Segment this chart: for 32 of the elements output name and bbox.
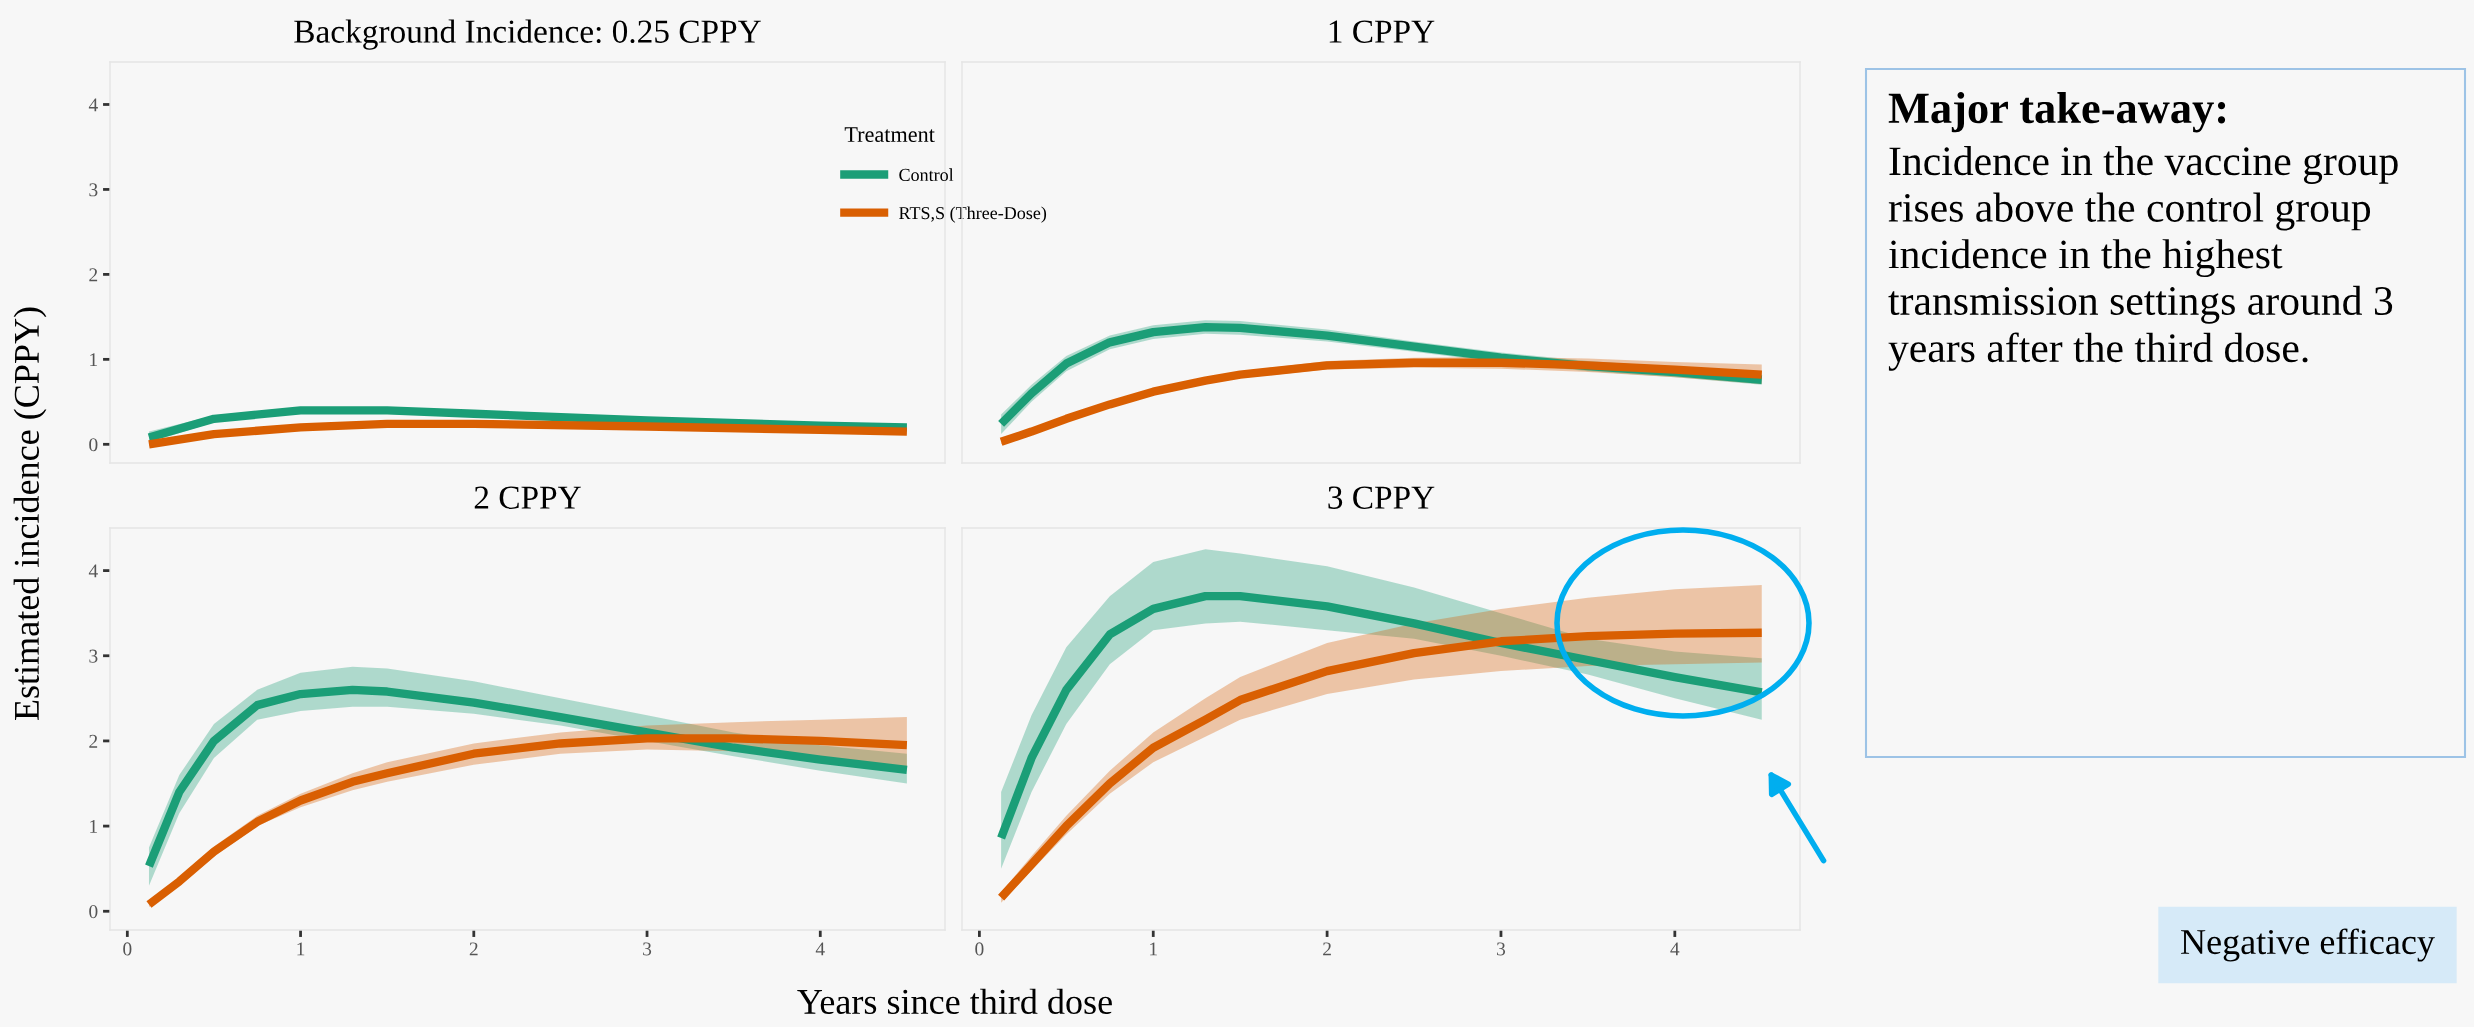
x-tick-label: 2 bbox=[1323, 942, 1331, 956]
x-tick-label: 2 bbox=[469, 942, 478, 956]
y-tick-label: 2 bbox=[89, 268, 98, 282]
x-axis-title: Years since third dose bbox=[797, 988, 1112, 1015]
legend-label: Control bbox=[899, 168, 954, 182]
y-tick-label: 3 bbox=[89, 183, 98, 197]
legend-title: Treatment bbox=[844, 127, 935, 143]
x-tick-label: 3 bbox=[1497, 942, 1506, 956]
y-tick-label: 0 bbox=[89, 438, 98, 452]
y-tick-label: 1 bbox=[90, 820, 98, 833]
y-tick-label: 2 bbox=[89, 734, 98, 748]
legend-label: RTS,S (Three-Dose) bbox=[899, 206, 1047, 223]
text: Major take-away: bbox=[1888, 92, 2226, 133]
text: Negative efficacy bbox=[2181, 928, 2435, 962]
x-tick-label: 0 bbox=[975, 942, 984, 956]
chart-title: 2 CPPY bbox=[474, 486, 581, 509]
y-axis-title: Estimated incidence (CPPY) bbox=[13, 307, 47, 721]
chart-title: Background Incidence: 0.25 CPPY bbox=[294, 19, 761, 50]
x-tick-label: 3 bbox=[643, 942, 652, 956]
x-tick-label: 4 bbox=[815, 942, 825, 956]
text: Incidence in the vaccine group rises above the control group incidence in the highest transmission settings around 3 years after the third dose. bbox=[1888, 146, 2398, 371]
x-tick-label: 0 bbox=[123, 942, 132, 956]
y-tick-label: 4 bbox=[88, 564, 98, 578]
chart-title: 3 CPPY bbox=[1328, 486, 1435, 509]
y-tick-label: 3 bbox=[89, 649, 98, 663]
chart-title: 1 CPPY bbox=[1329, 20, 1435, 43]
x-tick-label: 4 bbox=[1670, 942, 1680, 956]
y-tick-label: 4 bbox=[88, 98, 98, 112]
x-tick-label: 1 bbox=[1150, 942, 1157, 956]
y-tick-label: 1 bbox=[90, 353, 98, 367]
x-tick-label: 1 bbox=[297, 942, 305, 956]
y-tick-label: 0 bbox=[89, 905, 98, 919]
